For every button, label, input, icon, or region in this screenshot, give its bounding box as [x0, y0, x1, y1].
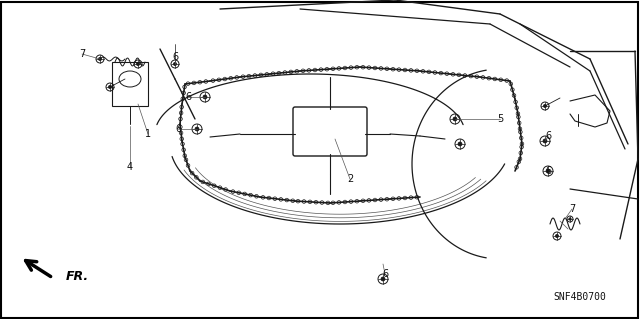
- Circle shape: [136, 63, 140, 66]
- Text: 1: 1: [145, 129, 151, 139]
- Circle shape: [543, 104, 547, 108]
- Text: 6: 6: [545, 166, 551, 176]
- Text: 7: 7: [79, 49, 85, 59]
- Text: 6: 6: [175, 124, 181, 134]
- Text: 6: 6: [545, 131, 551, 141]
- Circle shape: [381, 277, 385, 281]
- Circle shape: [556, 234, 559, 238]
- Circle shape: [569, 218, 572, 220]
- Text: 6: 6: [172, 52, 178, 62]
- Text: 7: 7: [569, 204, 575, 214]
- Text: 4: 4: [127, 162, 133, 172]
- Circle shape: [99, 57, 102, 61]
- Text: 6: 6: [185, 92, 191, 102]
- Circle shape: [108, 85, 111, 89]
- Text: 2: 2: [347, 174, 353, 184]
- Text: 6: 6: [382, 269, 388, 279]
- Circle shape: [173, 63, 177, 66]
- Text: 5: 5: [497, 114, 503, 124]
- Circle shape: [203, 95, 207, 99]
- Circle shape: [453, 117, 457, 121]
- Circle shape: [458, 142, 462, 146]
- Circle shape: [543, 139, 547, 143]
- Text: FR.: FR.: [66, 271, 89, 284]
- Circle shape: [195, 127, 199, 131]
- Circle shape: [546, 169, 550, 173]
- Bar: [112, 62, 148, 106]
- Text: SNF4B0700: SNF4B0700: [554, 292, 607, 302]
